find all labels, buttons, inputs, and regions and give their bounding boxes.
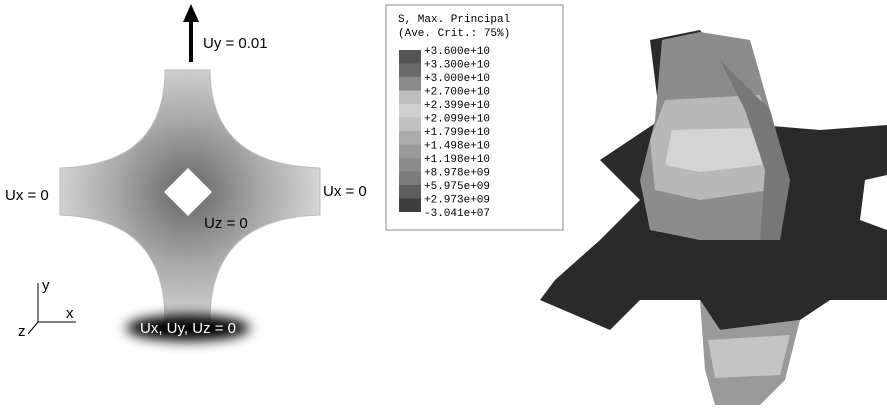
center-bc: Uz = 0 (204, 215, 248, 232)
legend-swatch (399, 91, 421, 105)
legend-swatch (399, 199, 421, 213)
legend-entry: +2.399e+10 (424, 100, 490, 112)
arrow-head (183, 4, 199, 22)
left-bc: Ux = 0 (5, 187, 49, 204)
top-arm-core (665, 128, 762, 172)
legend-entry: -3.041e+07 (424, 208, 490, 220)
legend-entry: +1.498e+10 (424, 141, 490, 153)
legend-entry: +5.975e+09 (424, 181, 490, 193)
legend-entry: +2.700e+10 (424, 87, 490, 99)
legend-subtitle: (Ave. Crit.: 75%) (398, 28, 510, 40)
legend-entry: +2.973e+09 (424, 195, 490, 207)
legend-entry: +3.600e+10 (424, 46, 490, 58)
legend-swatch (399, 185, 421, 199)
legend-entry: +3.000e+10 (424, 73, 490, 85)
right-bc: Ux = 0 (323, 183, 367, 200)
right-model (540, 30, 887, 405)
legend-entry: +2.099e+10 (424, 114, 490, 126)
bottom-bc: Ux, Uy, Uz = 0 (140, 320, 236, 337)
legend-entry: +1.198e+10 (424, 154, 490, 166)
axis-z-label: z (18, 323, 26, 340)
bottom-arm-band (708, 335, 790, 378)
legend-swatch (399, 158, 421, 172)
figure: Uy = 0.01 Ux = 0 Ux = 0 Uz = 0 Ux, Uy, U… (0, 0, 887, 410)
legend-title: S, Max. Principal (398, 14, 510, 26)
legend-swatch (399, 118, 421, 132)
axis-z (28, 322, 38, 334)
legend-swatch (399, 131, 421, 145)
legend-entry: +1.799e+10 (424, 127, 490, 139)
top-bc: Uy = 0.01 (203, 35, 268, 52)
legend-entry: +8.978e+09 (424, 168, 490, 180)
legend-swatch (399, 172, 421, 186)
legend-swatch (399, 64, 421, 78)
left-model: Uy = 0.01 Ux = 0 Ux = 0 Uz = 0 Ux, Uy, U… (5, 4, 367, 341)
axis-y-label: y (42, 277, 50, 294)
legend-entry: +3.300e+10 (424, 60, 490, 72)
legend-swatch (399, 50, 421, 64)
axis-x-label: x (66, 305, 74, 322)
legend-swatch (399, 77, 421, 91)
legend-swatch (399, 104, 421, 118)
legend: S, Max. Principal (Ave. Crit.: 75%) +3.6… (386, 5, 563, 230)
legend-swatch (399, 145, 421, 159)
